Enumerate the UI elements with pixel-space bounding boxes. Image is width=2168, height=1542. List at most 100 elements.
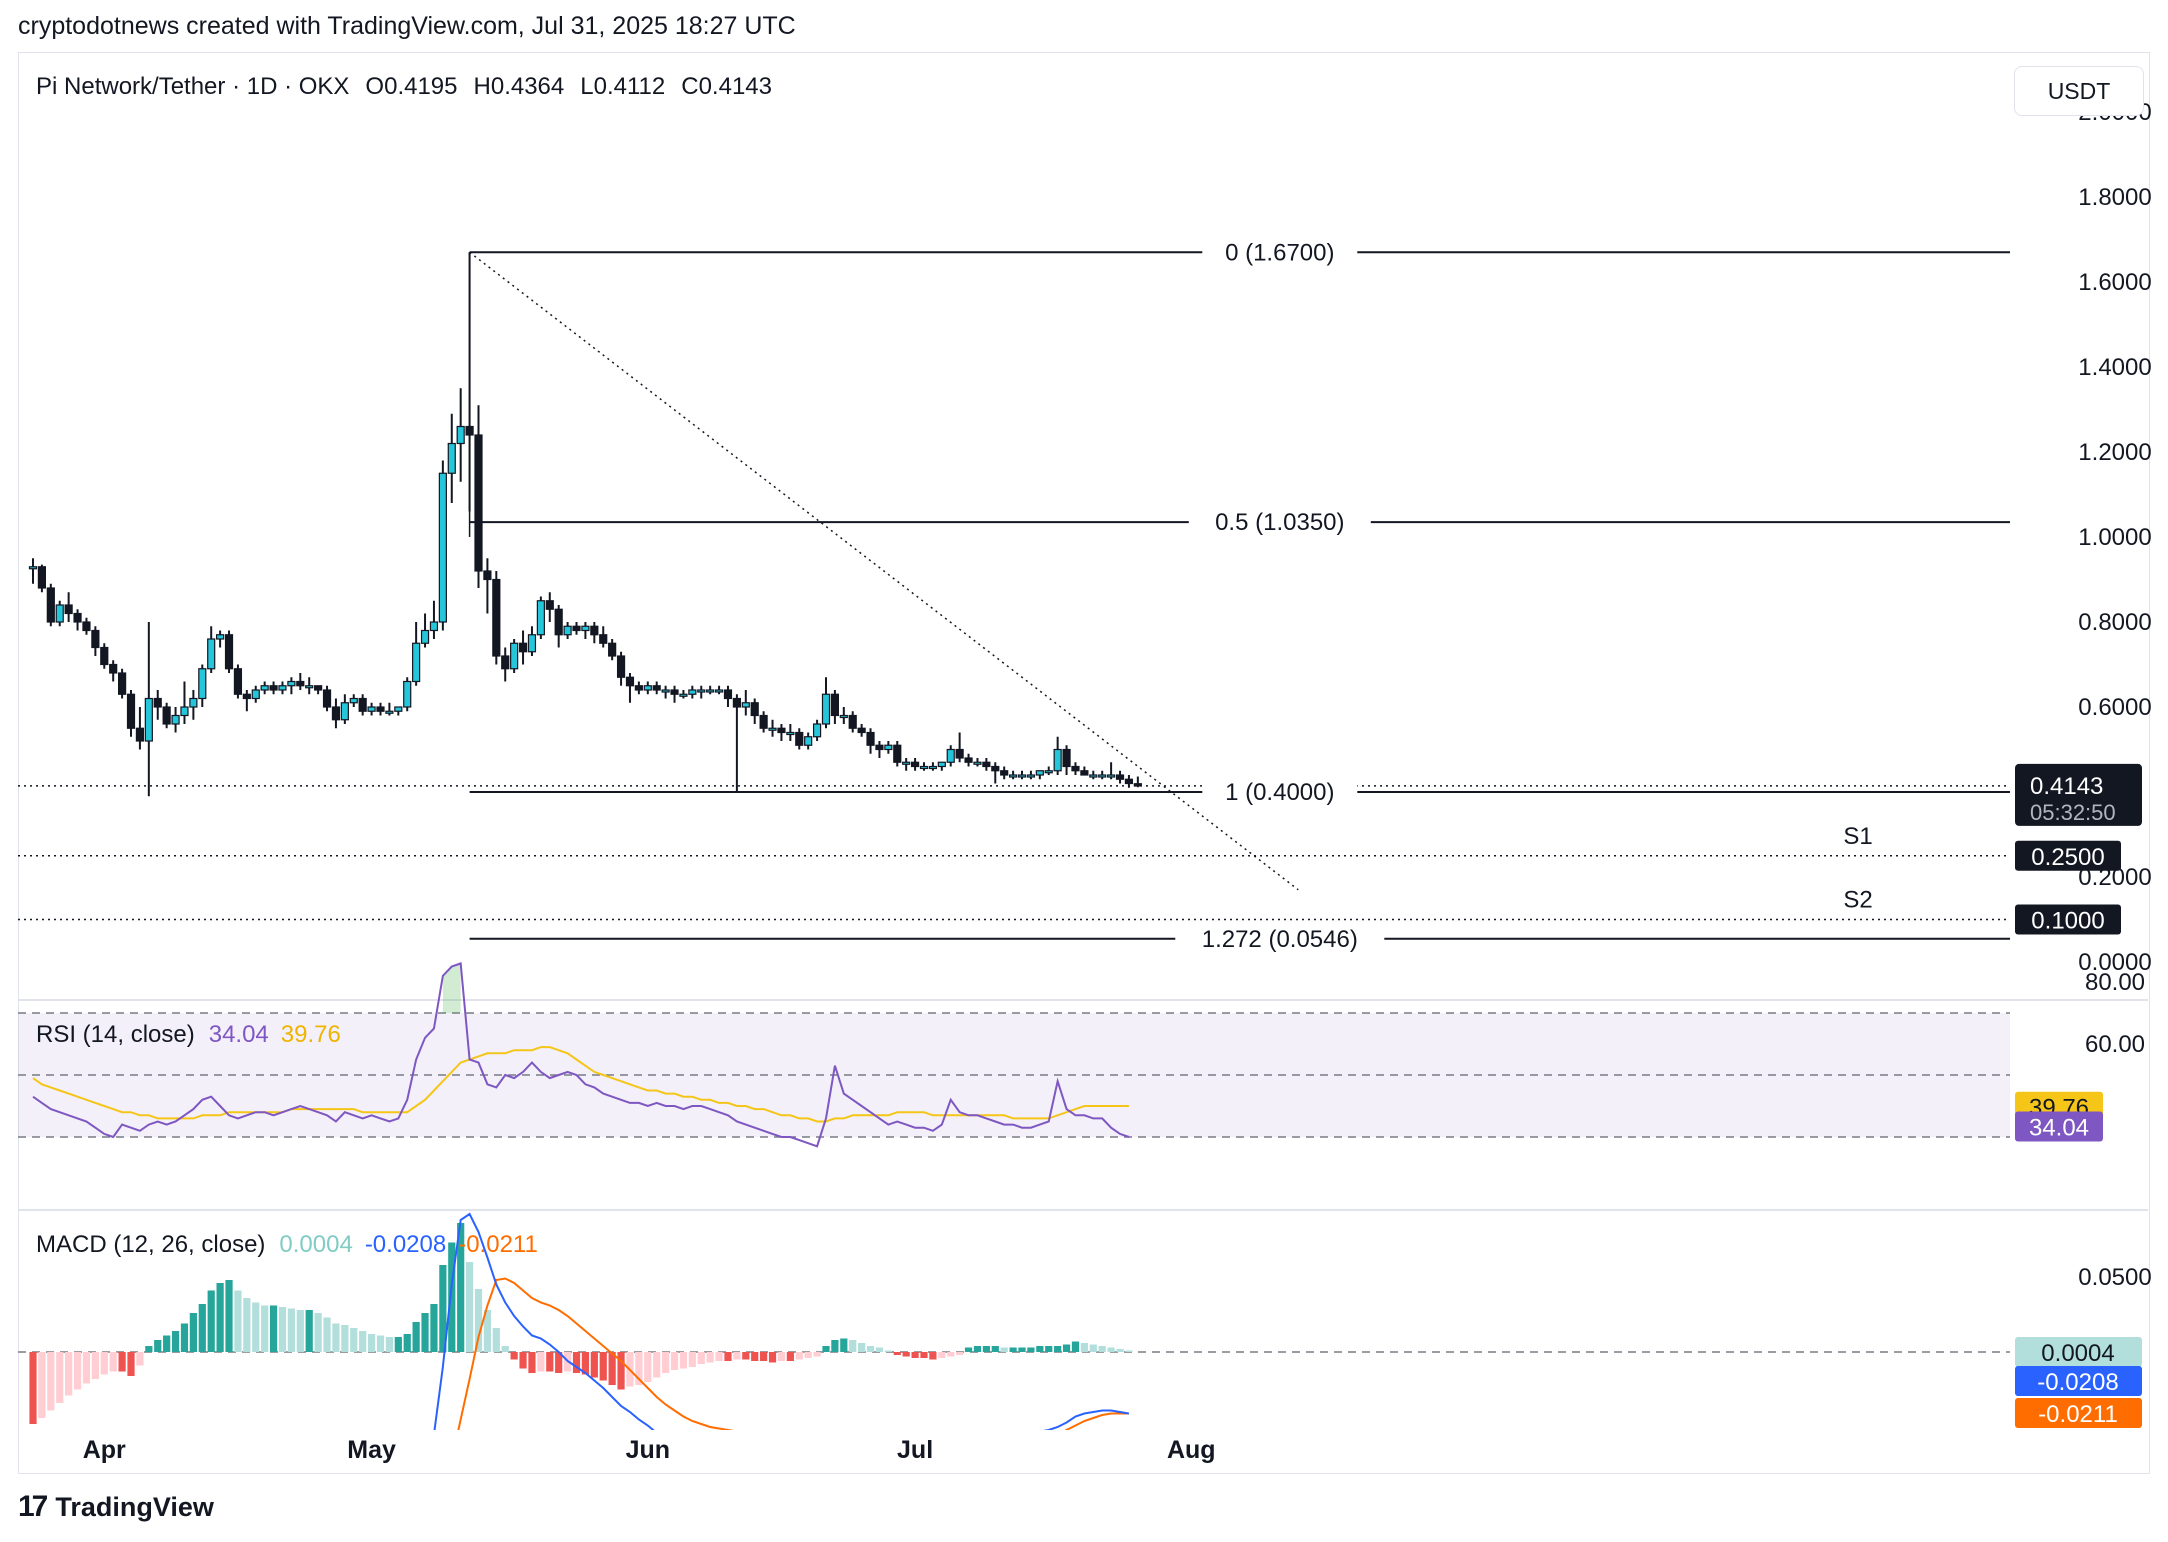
candle-down bbox=[314, 685, 323, 691]
candle-down bbox=[91, 629, 100, 649]
candle-up bbox=[207, 638, 216, 670]
macd-histogram-bar bbox=[572, 1352, 581, 1373]
ohlc-low-label: L bbox=[580, 73, 593, 100]
macd-histogram-bar bbox=[1054, 1346, 1062, 1352]
currency-button[interactable]: USDT bbox=[2014, 66, 2144, 116]
macd-histogram-bar bbox=[216, 1283, 224, 1352]
macd-histogram-bar bbox=[929, 1352, 937, 1360]
candle-down bbox=[732, 697, 741, 708]
macd-legend: MACD (12, 26, close) 0.0004 -0.0208 -0.0211 bbox=[36, 1231, 538, 1258]
candle-down bbox=[331, 706, 341, 721]
chart-frame bbox=[18, 52, 2150, 1474]
macd-histogram-bar bbox=[189, 1313, 197, 1352]
candle-down bbox=[1115, 774, 1125, 780]
macd-histogram-bar bbox=[118, 1352, 126, 1372]
macd-histogram-bar bbox=[474, 1289, 483, 1352]
macd-histogram-bar bbox=[1116, 1349, 1124, 1352]
candle-down bbox=[465, 425, 474, 436]
macd-histogram-bar bbox=[136, 1352, 144, 1366]
macd-histogram-bar bbox=[261, 1305, 269, 1352]
candle-down bbox=[483, 570, 492, 581]
macd-histogram-bar bbox=[733, 1352, 741, 1360]
fib-label-bg bbox=[1202, 236, 1358, 267]
candle-down bbox=[1133, 783, 1142, 787]
price-tick-label: 1.8000 bbox=[2078, 184, 2151, 211]
macd-histogram-bar bbox=[546, 1352, 554, 1372]
macd-histogram-bar bbox=[1000, 1347, 1008, 1352]
rsi-legend-value: 34.04 bbox=[209, 1021, 269, 1048]
macd-histogram-bar bbox=[29, 1352, 37, 1424]
macd-histogram-bar bbox=[305, 1310, 313, 1352]
macd-histogram-bar bbox=[412, 1322, 420, 1352]
macd-histogram-bar bbox=[555, 1352, 563, 1373]
candle-down bbox=[634, 685, 643, 691]
macd-plot bbox=[18, 1212, 2010, 1430]
macd-signal-line bbox=[457, 1277, 1129, 1430]
candle-up bbox=[1035, 770, 1044, 776]
candle-down bbox=[135, 727, 145, 742]
macd-histogram-bar bbox=[822, 1346, 830, 1352]
candle-up bbox=[946, 748, 955, 763]
macd-histogram-bar bbox=[198, 1304, 206, 1352]
candle-down bbox=[1062, 748, 1071, 768]
candle-up bbox=[821, 693, 831, 725]
macd-histogram-bar bbox=[635, 1352, 643, 1385]
price-tick-label: 0.8000 bbox=[2078, 609, 2151, 636]
macd-histogram-bar bbox=[1107, 1347, 1115, 1352]
macd-histogram-bar bbox=[617, 1352, 625, 1390]
macd-histogram-bar bbox=[492, 1328, 500, 1352]
symbol-title: Pi Network/Tether · 1D · OKX bbox=[36, 73, 349, 100]
candle-up bbox=[1044, 770, 1053, 774]
macd-hist-badge-label: 0.0004 bbox=[2041, 1340, 2114, 1367]
candle-up bbox=[305, 685, 314, 689]
price-tick-label: 1.6000 bbox=[2078, 269, 2151, 296]
macd-histogram-bar bbox=[154, 1340, 162, 1352]
macd-histogram-bar bbox=[804, 1352, 812, 1358]
macd-histogram-bar bbox=[1045, 1346, 1053, 1352]
last-price-label: 0.4143 bbox=[2030, 773, 2103, 800]
macd-histogram-bar bbox=[403, 1334, 411, 1352]
macd-histogram-bar bbox=[840, 1338, 848, 1352]
macd-histogram-bar bbox=[1098, 1346, 1106, 1352]
last-price-badge bbox=[2015, 763, 2142, 826]
time-tick-label: May bbox=[347, 1436, 396, 1464]
support-price-badge bbox=[2015, 904, 2121, 935]
macd-histogram-bar bbox=[448, 1242, 456, 1352]
ohlc-high-label: H bbox=[474, 73, 491, 100]
candle-up bbox=[563, 625, 572, 636]
ohlc-close-label: C bbox=[681, 73, 698, 100]
macd-hist-badge bbox=[2015, 1337, 2142, 1367]
candle-up bbox=[688, 689, 697, 695]
macd-histogram-bar bbox=[920, 1352, 928, 1358]
macd-histogram-bar bbox=[510, 1352, 518, 1360]
macd-histogram-bar bbox=[225, 1280, 233, 1352]
macd-legend-signal-value: -0.0211 bbox=[458, 1231, 538, 1258]
macd-histogram-bar bbox=[590, 1352, 598, 1378]
candle-up bbox=[198, 668, 207, 700]
candle-up bbox=[1017, 774, 1027, 778]
fib-level-label: 0 (1.6700) bbox=[1225, 239, 1334, 266]
macd-histogram-bar bbox=[697, 1352, 705, 1364]
candle-down bbox=[37, 566, 47, 589]
candle-up bbox=[902, 761, 911, 765]
macd-histogram-bar bbox=[1027, 1347, 1035, 1352]
macd-histogram-bar bbox=[100, 1352, 108, 1375]
candle-down bbox=[964, 757, 973, 763]
candle-down bbox=[100, 646, 109, 666]
candle-down bbox=[554, 608, 563, 636]
candle-up bbox=[884, 744, 893, 751]
fib-label-bg bbox=[1202, 776, 1358, 806]
candle-down bbox=[322, 689, 332, 708]
rsi-badge-label: 34.04 bbox=[2029, 1114, 2089, 1141]
candle-down bbox=[830, 693, 840, 717]
candle-down bbox=[670, 689, 679, 695]
macd-signal-badge bbox=[2015, 1398, 2142, 1428]
candle-up bbox=[536, 600, 545, 636]
macd-histogram-bar bbox=[350, 1328, 358, 1352]
macd-histogram-bar bbox=[956, 1352, 964, 1355]
candle-up bbox=[928, 765, 938, 770]
ohlc-close-value: 0.4143 bbox=[699, 73, 772, 100]
macd-histogram-bar bbox=[278, 1307, 287, 1352]
candle-countdown-label: 05:32:50 bbox=[2030, 800, 2116, 825]
